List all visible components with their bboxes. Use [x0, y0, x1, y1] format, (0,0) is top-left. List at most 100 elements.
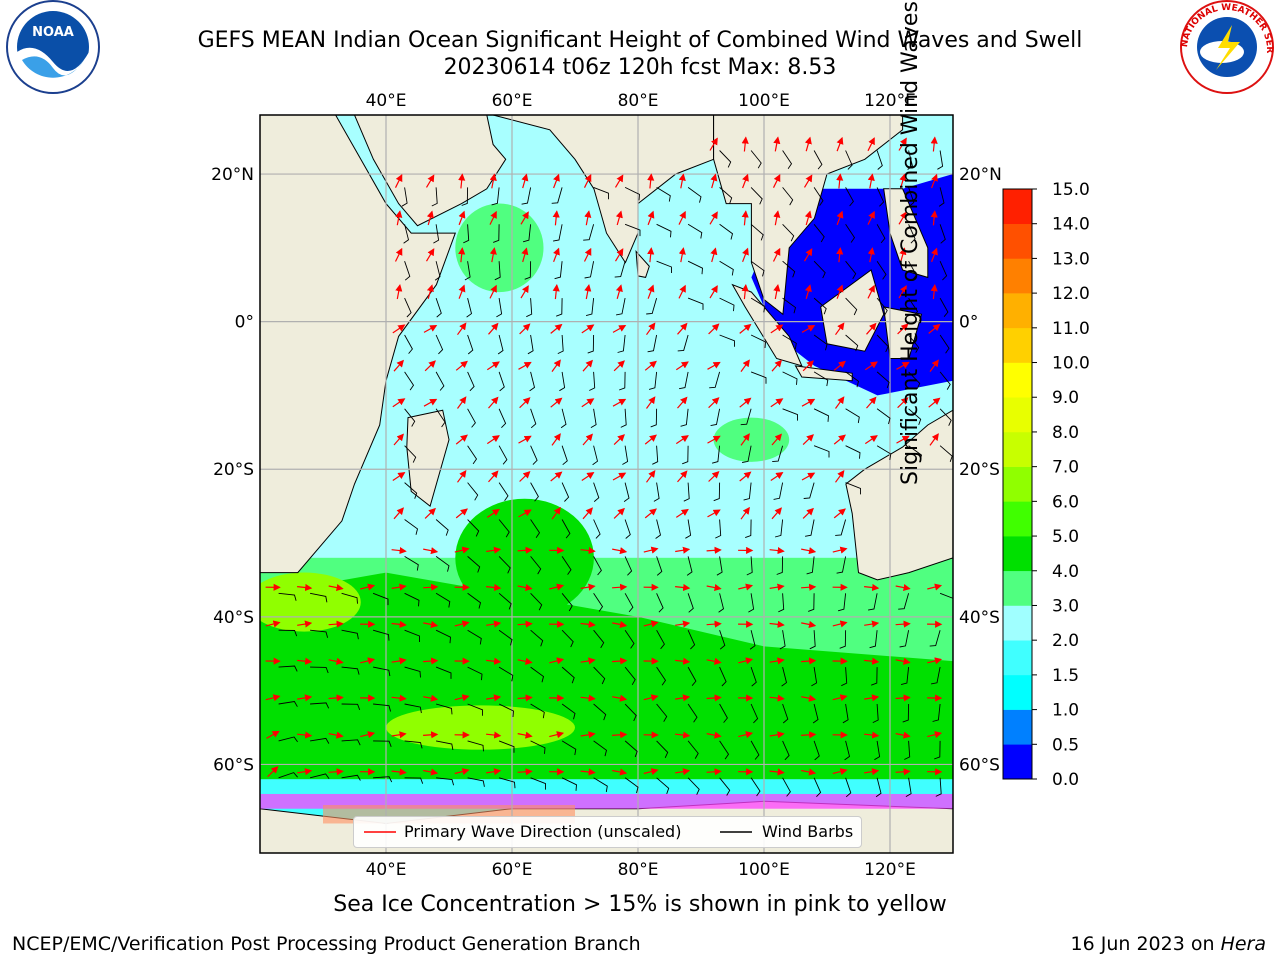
wind-barb-67: [556, 298, 563, 317]
wave-arrow-268: [486, 694, 502, 702]
wind-barb-303: [904, 740, 911, 760]
wind-barb-214: [868, 593, 878, 611]
field-3m-east: [713, 417, 790, 462]
wind-barb-13: [551, 187, 563, 204]
wave-arrow-135: [455, 434, 468, 445]
wave-arrow-315: [580, 768, 596, 776]
wind-barb-111: [813, 371, 829, 387]
wind-barb-90: [719, 334, 735, 347]
wind-barb-106: [648, 371, 658, 390]
wave-arrow-317: [643, 768, 659, 776]
wind-barb-326: [935, 777, 942, 797]
colorbar-segment-9: [1003, 431, 1032, 467]
colorbar-frame: [1002, 188, 1033, 780]
wind-barb-235: [839, 630, 847, 649]
wave-arrow-133: [928, 397, 941, 408]
wind-barb-104: [589, 371, 596, 391]
wind-barb-264: [373, 703, 392, 712]
wave-arrow-186: [580, 546, 596, 555]
wave-arrow-148: [864, 435, 878, 445]
wind-barb-269: [530, 703, 545, 719]
wind-barb-162: [773, 482, 784, 500]
wind-barb-47: [494, 261, 501, 281]
wind-barb-175: [715, 519, 722, 539]
wind-barb-6: [907, 150, 914, 170]
wave-arrow-304: [927, 731, 943, 739]
wave-arrow-100: [455, 360, 468, 371]
wave-arrow-116: [392, 398, 406, 408]
wind-barb-12: [521, 187, 532, 205]
wind-barb-76: [845, 297, 858, 316]
legend-red-line-icon: [364, 831, 396, 833]
wind-barb-188: [656, 556, 663, 576]
wave-arrow-165: [393, 507, 404, 520]
wind-barb-38: [782, 223, 795, 242]
wave-arrow-292: [549, 731, 565, 739]
wind-barb-189: [686, 556, 693, 576]
wind-barb-203: [530, 592, 543, 611]
wave-arrow-16: [647, 173, 655, 189]
wave-arrow-155: [550, 471, 563, 482]
wave-arrow-127: [739, 397, 752, 408]
wave-arrow-45: [425, 248, 435, 262]
wind-barb-243: [404, 666, 421, 678]
wave-arrow-261: [265, 694, 281, 702]
wind-barb-129: [813, 408, 829, 422]
wave-arrow-205: [580, 583, 596, 591]
wave-arrow-246: [486, 657, 502, 665]
wave-arrow-35: [678, 210, 686, 225]
wind-barb-223: [467, 629, 482, 645]
wind-barb-228: [624, 629, 635, 649]
wave-arrow-63: [426, 284, 434, 299]
wave-arrow-140: [613, 434, 625, 446]
wave-arrow-252: [675, 657, 691, 665]
wave-arrow-112: [833, 360, 846, 371]
wind-barb-309: [404, 777, 424, 784]
y-tick-right-3: 40°S: [959, 608, 1000, 628]
wind-barb-121: [560, 408, 567, 429]
wave-arrow-1: [741, 136, 749, 152]
wind-barb-79: [939, 297, 949, 317]
wind-barb-324: [875, 777, 882, 798]
legend-entry-wave-direction: Primary Wave Direction (unscaled): [404, 822, 682, 841]
wind-barb-141: [652, 445, 659, 465]
wind-barb-225: [530, 629, 544, 647]
wind-barb-158: [653, 482, 660, 502]
wave-arrow-13: [553, 173, 560, 189]
wind-barb-199: [404, 592, 420, 607]
wave-arrow-144: [740, 433, 750, 446]
wave-arrow-224: [486, 620, 502, 628]
wind-barb-270: [561, 703, 576, 720]
wave-arrow-243: [391, 657, 407, 665]
wind-barb-125: [680, 408, 689, 427]
wave-arrow-306: [297, 768, 313, 776]
wind-barb-278: [812, 703, 819, 724]
wind-barb-263: [341, 703, 361, 711]
wave-arrow-43: [930, 210, 938, 226]
wind-barb-241: [341, 666, 360, 675]
wind-barb-44: [404, 261, 411, 281]
y-tick-right-1: 0°: [959, 313, 978, 333]
wind-barb-317: [656, 777, 670, 795]
wave-arrow-159: [677, 470, 688, 483]
colorbar-segment-16: [1003, 189, 1032, 225]
wind-barb-308: [373, 776, 393, 783]
wave-arrow-145: [771, 433, 782, 446]
wave-arrow-279: [832, 694, 848, 702]
wind-barb-113: [876, 371, 890, 389]
wind-barb-89: [677, 334, 689, 352]
wave-arrow-203: [517, 584, 533, 592]
wave-arrow-218: [297, 620, 313, 628]
wind-barb-61: [939, 261, 948, 281]
wave-arrow-123: [612, 398, 627, 407]
wave-arrow-5: [867, 137, 875, 152]
wind-barb-73: [750, 297, 766, 313]
wave-arrow-253: [706, 657, 722, 665]
wave-arrow-206: [612, 583, 628, 591]
wind-barb-233: [779, 630, 786, 650]
colorbar-tick-label-6: 4.0: [1052, 562, 1079, 582]
chart-subtitle: 20230614 t06z 120h fcst Max: 8.53: [443, 55, 837, 80]
wind-barb-265: [404, 703, 422, 714]
wave-arrow-169: [518, 509, 532, 518]
wind-barb-160: [713, 482, 721, 502]
